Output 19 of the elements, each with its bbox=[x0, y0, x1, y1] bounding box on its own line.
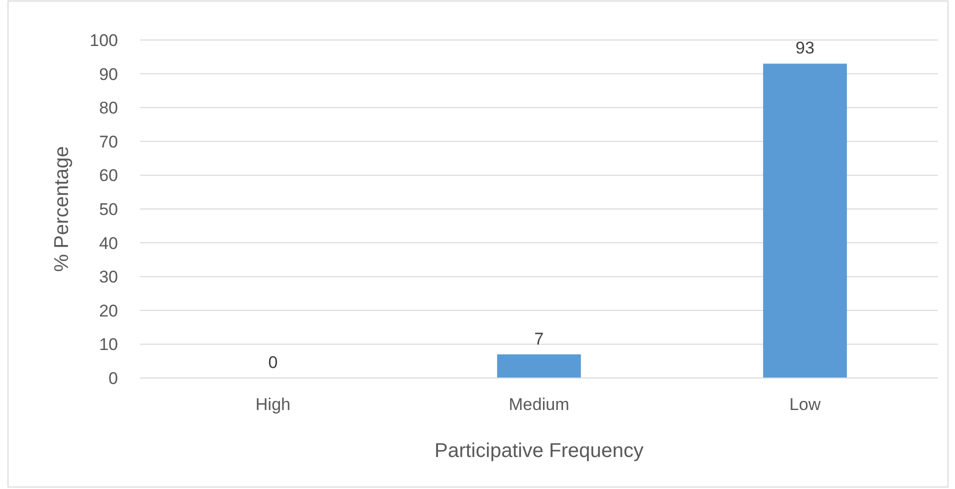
y-tick-label: 20 bbox=[99, 301, 118, 320]
y-tick-label: 40 bbox=[99, 234, 118, 253]
x-axis-title: Participative Frequency bbox=[434, 440, 644, 462]
y-tick-label: 10 bbox=[99, 335, 118, 354]
y-tick-label: 60 bbox=[99, 166, 118, 186]
x-tick-label: High bbox=[256, 395, 290, 414]
data-label: 7 bbox=[534, 329, 544, 348]
y-tick-label: 30 bbox=[99, 268, 118, 287]
x-tick-label: Medium bbox=[508, 395, 570, 414]
y-tick-label: 0 bbox=[108, 368, 118, 388]
data-label: 93 bbox=[796, 38, 814, 58]
y-axis-title: % Percentage bbox=[51, 146, 73, 272]
y-tick-label: 100 bbox=[90, 30, 118, 50]
y-tick-label: 50 bbox=[99, 200, 118, 219]
y-tick-label: 90 bbox=[99, 64, 118, 84]
y-tick-label: 80 bbox=[99, 98, 118, 118]
x-tick-label: Low bbox=[789, 395, 822, 414]
y-tick-label: 70 bbox=[99, 132, 118, 152]
data-label: 0 bbox=[268, 353, 278, 372]
